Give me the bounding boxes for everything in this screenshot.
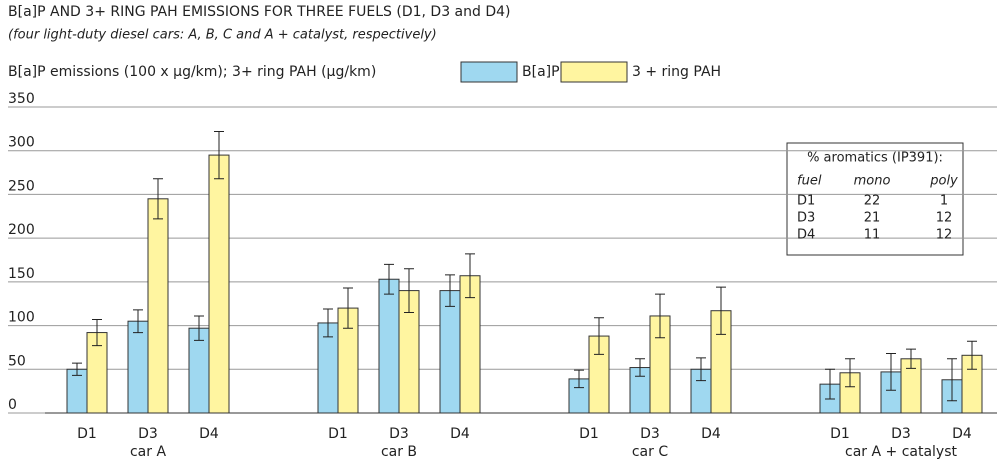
bar [208, 154, 230, 414]
error-bar [445, 274, 455, 307]
error-bar [323, 308, 333, 338]
y-axis-label: B[a]P emissions (100 x µg/km); 3+ ring P… [8, 64, 376, 80]
x-tick-label: D3 [891, 426, 911, 442]
x-tick-label: D4 [199, 426, 219, 442]
inset-cell: 12 [936, 228, 953, 243]
error-bar [214, 130, 224, 180]
error-bar [967, 340, 977, 370]
error-bar [906, 348, 916, 369]
y-tick-label: 300 [8, 135, 35, 151]
x-tick-label: D3 [138, 426, 158, 442]
inset-header: poly [929, 174, 958, 189]
error-bar [404, 268, 414, 313]
error-bar [72, 362, 82, 376]
error-bar [845, 358, 855, 388]
error-bar [574, 369, 584, 389]
x-tick-label: D4 [952, 426, 972, 442]
legend-swatch [560, 61, 628, 83]
x-tick-label: D3 [389, 426, 409, 442]
inset-cell: 12 [936, 211, 953, 226]
error-bar [194, 315, 204, 341]
inset-cell: D4 [797, 228, 815, 243]
error-bar [947, 358, 957, 402]
error-bar [635, 358, 645, 377]
group-label: car B [381, 444, 417, 460]
error-bar [655, 293, 665, 339]
group-label: car C [632, 444, 668, 460]
x-tick-label: D1 [77, 426, 97, 442]
error-bar [594, 317, 604, 355]
inset-cell: 22 [864, 194, 881, 209]
error-bar [716, 286, 726, 335]
error-bar [886, 353, 896, 391]
inset-cell: D3 [797, 211, 815, 226]
bar [378, 278, 400, 414]
inset-box [786, 142, 964, 256]
group-label: car A + catalyst [845, 444, 958, 460]
error-bar [133, 309, 143, 334]
inset-cell: D1 [797, 194, 815, 209]
inset-cell: 1 [940, 194, 948, 209]
x-tick-label: D4 [450, 426, 470, 442]
y-tick-label: 200 [8, 222, 35, 238]
y-tick-label: 0 [8, 397, 17, 413]
y-tick-label: 350 [8, 91, 35, 107]
bar [147, 198, 169, 414]
error-bar [384, 263, 394, 295]
inset-header: fuel [797, 174, 822, 189]
error-bar [343, 287, 353, 329]
x-tick-label: D4 [701, 426, 721, 442]
error-bar [825, 368, 835, 400]
legend-label: B[a]P [522, 64, 560, 80]
bar [127, 320, 149, 414]
group-label: car A [130, 444, 166, 460]
inset-title: % aromatics (IP391): [807, 151, 943, 166]
error-bar [92, 318, 102, 347]
y-tick-label: 100 [8, 310, 35, 326]
y-tick-label: 250 [8, 178, 35, 194]
error-bar [465, 253, 475, 299]
legend-swatch [460, 61, 518, 83]
x-tick-label: D1 [830, 426, 850, 442]
inset-cell: 11 [864, 228, 881, 243]
error-bar [153, 178, 163, 220]
error-bar [696, 357, 706, 382]
y-tick-label: 150 [8, 266, 35, 282]
x-tick-label: D1 [579, 426, 599, 442]
chart-title: B[a]P AND 3+ RING PAH EMISSIONS FOR THRE… [8, 4, 511, 20]
bar [439, 290, 461, 414]
chart-subtitle: (four light-duty diesel cars: A, B, C an… [8, 28, 437, 43]
x-tick-label: D3 [640, 426, 660, 442]
y-tick-label: 50 [8, 353, 26, 369]
x-tick-label: D1 [328, 426, 348, 442]
inset-cell: 21 [864, 211, 881, 226]
inset-header: mono [854, 174, 891, 189]
legend-label: 3 + ring PAH [632, 64, 721, 80]
